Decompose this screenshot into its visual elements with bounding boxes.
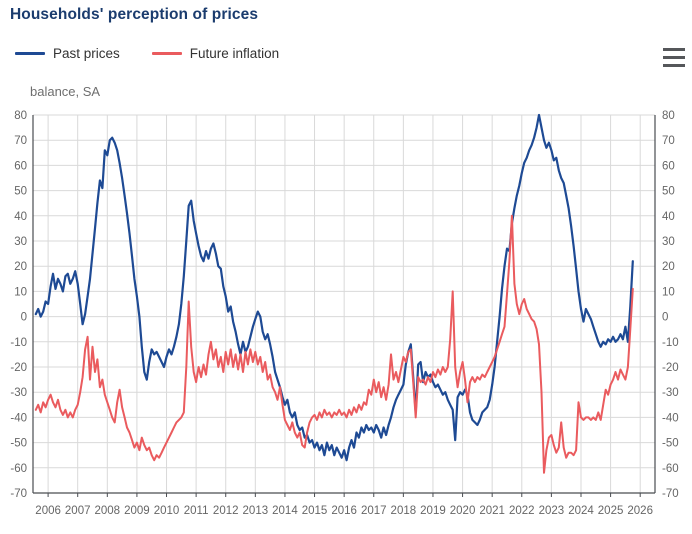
y-axis-label-left: -20 [10,362,27,374]
series-line-future-inflation [34,214,634,474]
x-axis-label: 2013 [243,505,269,517]
y-axis-label-right: 10 [662,286,675,298]
y-axis-label-right: 70 [662,135,675,147]
x-axis-label: 2023 [539,505,565,517]
legend-item-past-prices[interactable]: Past prices [15,46,120,61]
x-axis-label: 2008 [95,505,121,517]
y-axis-label-right: -50 [662,438,679,450]
y-axis-label-right: 40 [662,211,675,223]
y-axis-label-right: 80 [662,110,675,122]
x-axis-label: 2024 [568,505,594,517]
y-axis-label-right: 60 [662,160,675,172]
y-axis-label-left: 20 [14,261,27,273]
y-axis-label-left: 0 [21,312,27,324]
y-axis-label-right: -20 [662,362,679,374]
y-axis-label-left: 30 [14,236,27,248]
x-axis-label: 2014 [272,505,298,517]
series-line-past-prices [34,113,634,462]
y-axis-unit-label: balance, SA [30,84,101,99]
x-axis-label: 2020 [450,505,476,517]
y-axis-label-right: -60 [662,463,679,475]
past-prices-line-swatch [15,52,45,55]
y-axis-label-right: 50 [662,186,675,198]
hamburger-bar [663,55,685,60]
y-axis-label-left: -10 [10,337,27,349]
y-axis-label-left: 50 [14,186,27,198]
y-axis-label-left: -70 [10,488,27,500]
future-inflation-line-swatch [151,52,182,55]
x-axis-label: 2016 [331,505,357,517]
y-axis-label-right: -30 [662,387,679,399]
hamburger-bar [663,48,685,52]
hamburger-bar [663,63,685,67]
legend-item-future-inflation[interactable]: Future inflation [151,46,280,61]
y-axis-label-left: 70 [14,135,27,147]
y-axis-label-left: 80 [14,110,27,122]
x-axis-label: 2009 [124,505,150,517]
hamburger-menu-icon[interactable] [662,47,686,68]
legend-label-future-inflation: Future inflation [189,46,280,61]
y-axis-label-left: -50 [10,438,27,450]
x-axis-label: 2019 [420,505,446,517]
x-axis-label: 2017 [361,505,387,517]
y-axis-label-left: -60 [10,463,27,475]
y-axis-label-right: 20 [662,261,675,273]
x-axis-label: 2022 [509,505,535,517]
x-axis-label: 2015 [302,505,328,517]
x-axis-label: 2025 [598,505,624,517]
legend-label-past-prices: Past prices [53,46,120,61]
x-axis-label: 2011 [184,505,209,517]
x-axis-label: 2010 [154,505,180,517]
y-axis-label-right: 30 [662,236,675,248]
y-axis-label-left: 60 [14,160,27,172]
y-axis-label-left: -40 [10,412,27,424]
x-axis-label: 2007 [65,505,91,517]
chart-title: Households' perception of prices [10,6,259,23]
x-axis-label: 2006 [35,505,61,517]
legend: Past prices Future inflation [15,46,311,61]
y-axis-label-left: 10 [14,286,27,298]
y-axis-label-right: 0 [662,312,668,324]
y-axis-label-right: -40 [662,412,679,424]
y-axis-label-left: -30 [10,387,27,399]
x-axis-label: 2021 [479,505,505,517]
x-axis-label: 2026 [627,505,653,517]
y-axis-label-right: -70 [662,488,679,500]
y-axis-label-right: -10 [662,337,679,349]
y-axis-label-left: 40 [14,211,27,223]
x-axis-label: 2012 [213,505,239,517]
x-axis-label: 2018 [391,505,417,517]
